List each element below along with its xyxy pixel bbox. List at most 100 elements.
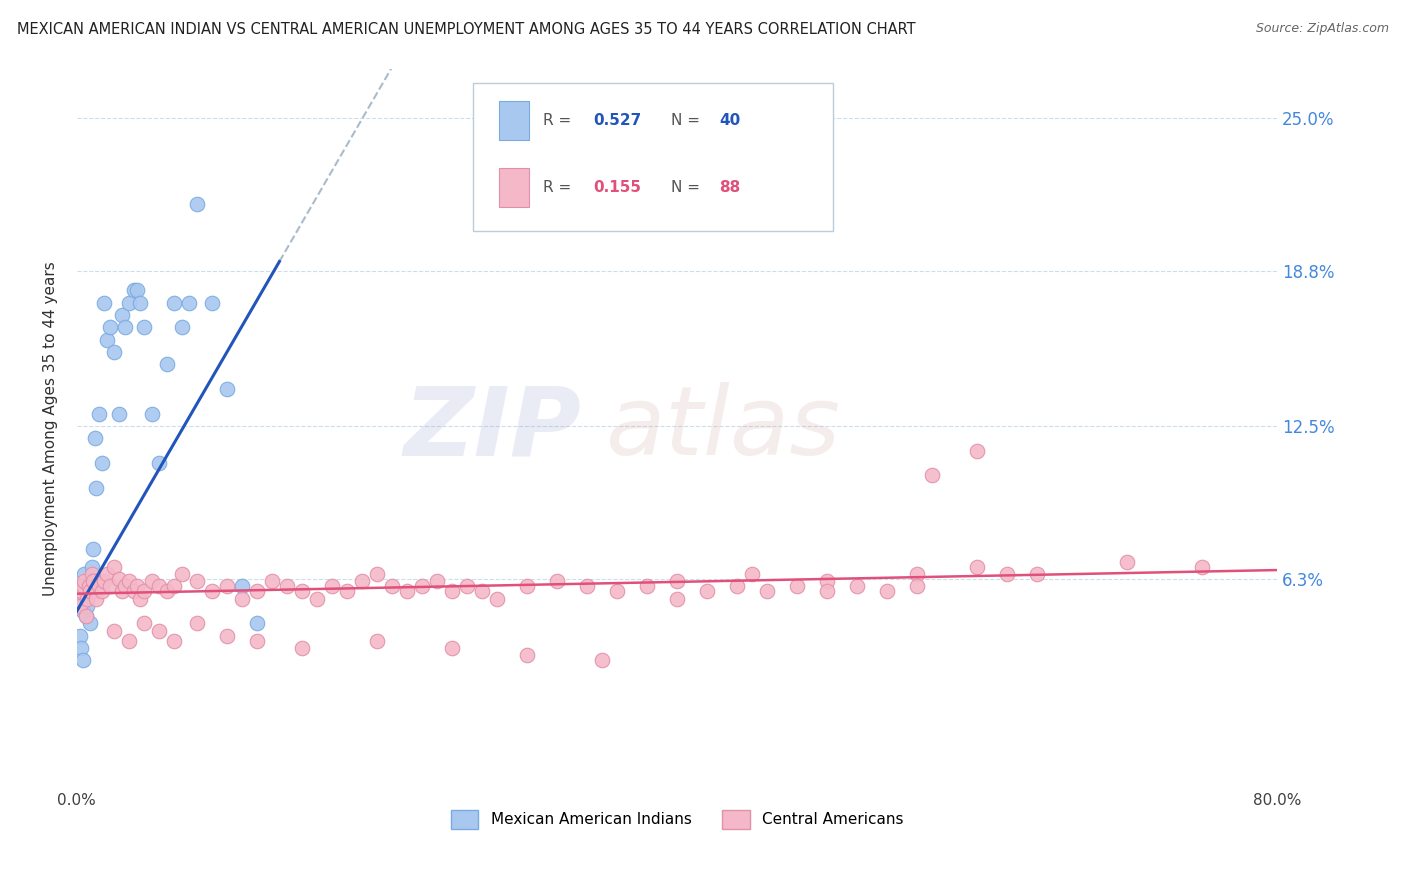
Point (76, 591, 98, 606)
Point (321, 579, 343, 593)
Point (215, 579, 238, 593)
Text: N =: N = (671, 113, 704, 128)
Point (69, 629, 91, 643)
Point (118, 295, 141, 310)
Point (96, 333, 118, 347)
Point (128, 295, 150, 310)
Legend: Mexican American Indians, Central Americans: Mexican American Indians, Central Americ… (444, 804, 910, 835)
Point (108, 572, 131, 586)
Point (576, 579, 599, 593)
Point (485, 591, 508, 606)
Text: N =: N = (671, 180, 704, 194)
Point (118, 574, 141, 589)
Point (93, 574, 115, 589)
Point (108, 407, 131, 421)
Point (72, 653, 94, 667)
Point (260, 574, 283, 589)
Point (111, 584, 134, 599)
Point (80, 559, 103, 574)
Point (69, 599, 91, 613)
Bar (499, 101, 530, 140)
Point (741, 567, 763, 582)
Point (366, 567, 388, 582)
Text: MEXICAN AMERICAN INDIAN VS CENTRAL AMERICAN UNEMPLOYMENT AMONG AGES 35 TO 44 YEA: MEXICAN AMERICAN INDIAN VS CENTRAL AMERI… (17, 22, 915, 37)
Point (79, 616, 101, 631)
Point (148, 624, 170, 638)
Point (215, 629, 238, 643)
Point (163, 579, 186, 593)
Point (516, 648, 538, 663)
Point (118, 633, 141, 648)
Point (231, 591, 253, 606)
Point (815, 574, 838, 589)
Point (89, 579, 111, 593)
Bar (499, 168, 530, 207)
Text: atlas: atlas (605, 382, 839, 475)
Text: 88: 88 (718, 180, 741, 194)
Point (170, 320, 193, 334)
Point (201, 584, 224, 599)
Point (125, 284, 148, 298)
Point (73, 567, 96, 582)
Point (786, 579, 808, 593)
Point (995, 567, 1018, 582)
Point (103, 624, 125, 638)
Point (186, 574, 208, 589)
Point (98, 579, 121, 593)
Point (1026, 567, 1049, 582)
Point (246, 616, 269, 631)
Point (395, 584, 418, 599)
Point (128, 591, 150, 606)
Point (125, 579, 148, 593)
Point (114, 320, 136, 334)
Text: 0.527: 0.527 (593, 113, 641, 128)
Point (82, 542, 104, 557)
Point (156, 584, 179, 599)
Point (163, 295, 186, 310)
Point (73, 574, 96, 589)
Point (231, 579, 253, 593)
Point (246, 633, 269, 648)
Point (350, 574, 373, 589)
Point (89, 407, 111, 421)
Text: R =: R = (543, 180, 575, 194)
Point (72, 579, 94, 593)
Point (148, 579, 170, 593)
Point (1191, 559, 1213, 574)
Point (201, 295, 224, 310)
Point (83, 431, 105, 445)
Point (98, 320, 121, 334)
FancyBboxPatch shape (472, 83, 834, 230)
Text: Source: ZipAtlas.com: Source: ZipAtlas.com (1256, 22, 1389, 36)
Point (103, 559, 125, 574)
Point (70, 584, 93, 599)
Point (471, 584, 494, 599)
Point (114, 579, 136, 593)
Point (966, 443, 988, 458)
Point (456, 579, 478, 593)
Point (291, 640, 314, 655)
Point (134, 584, 156, 599)
Point (1116, 555, 1139, 569)
Point (134, 320, 156, 334)
Point (91, 584, 114, 599)
Point (72, 604, 94, 618)
Point (666, 591, 689, 606)
Point (70, 640, 93, 655)
Point (636, 579, 658, 593)
Point (440, 640, 463, 655)
Point (725, 579, 748, 593)
Text: R =: R = (543, 113, 575, 128)
Point (79, 584, 101, 599)
Point (148, 456, 170, 470)
Point (815, 584, 838, 599)
Point (291, 584, 314, 599)
Point (921, 468, 943, 483)
Point (75, 608, 97, 623)
Point (82, 574, 104, 589)
Point (696, 584, 718, 599)
Point (141, 407, 163, 421)
Point (141, 574, 163, 589)
Point (86, 481, 108, 495)
Point (91, 456, 114, 470)
